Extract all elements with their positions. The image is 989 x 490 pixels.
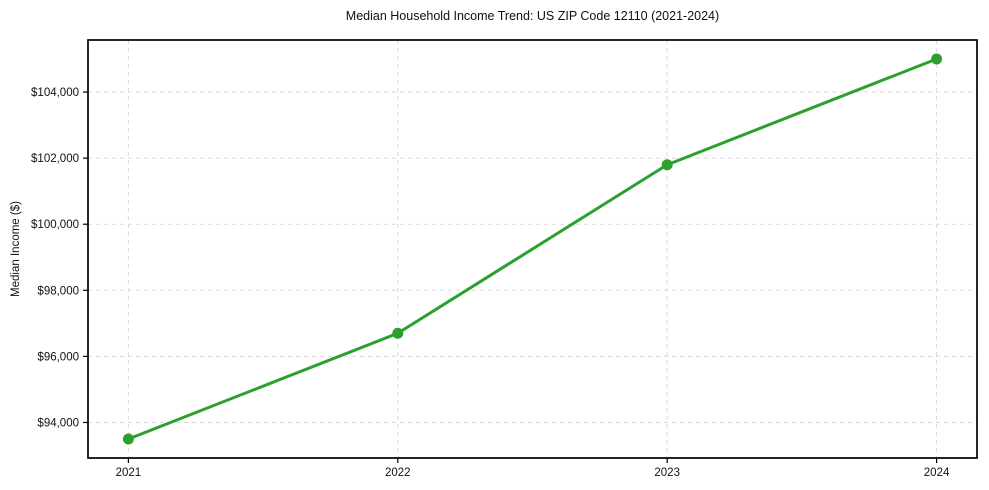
x-tick-label: 2023 <box>654 467 680 479</box>
data-point-2023 <box>661 159 673 171</box>
data-point-2021 <box>122 433 134 445</box>
data-point-2022 <box>392 327 404 339</box>
y-tick-label: $98,000 <box>37 285 79 297</box>
y-tick-label: $104,000 <box>31 87 79 99</box>
x-tick-label: 2024 <box>924 467 950 479</box>
trend-line <box>126 57 939 441</box>
plot-border <box>87 39 978 459</box>
y-tick-label: $102,000 <box>31 153 79 165</box>
x-tick-label: 2021 <box>116 467 142 479</box>
chart-title: Median Household Income Trend: US ZIP Co… <box>345 9 720 23</box>
data-point-2024 <box>931 53 943 65</box>
y-tick-label: $96,000 <box>37 351 79 363</box>
x-tick-label: 2022 <box>385 467 411 479</box>
y-axis-label: Median Income ($) <box>10 201 22 297</box>
y-tick-label: $100,000 <box>31 219 79 231</box>
y-tick-label: $94,000 <box>37 417 79 429</box>
